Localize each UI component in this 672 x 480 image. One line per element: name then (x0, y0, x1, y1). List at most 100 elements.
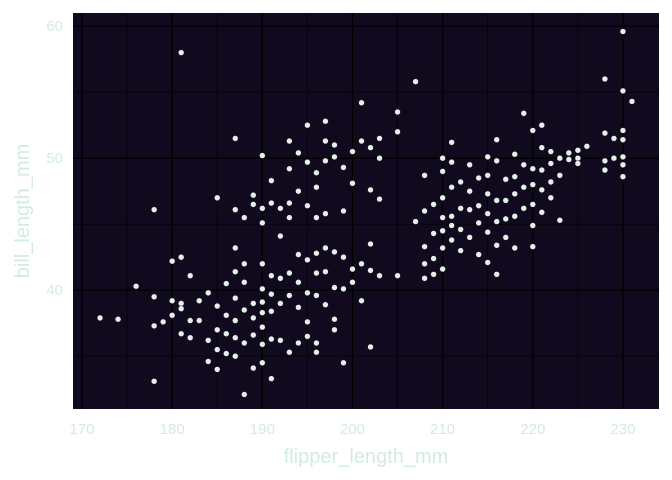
data-point (367, 343, 374, 351)
data-point (475, 174, 482, 182)
data-point (277, 275, 284, 282)
data-point (322, 268, 329, 275)
data-point (574, 160, 581, 167)
data-point (619, 127, 627, 134)
data-point (322, 157, 329, 164)
data-point (376, 196, 383, 203)
data-point (259, 285, 266, 292)
data-point (547, 194, 554, 201)
data-point (160, 318, 167, 325)
data-point (313, 184, 320, 191)
data-point (286, 137, 293, 145)
data-point (250, 314, 257, 322)
data-point (178, 254, 185, 261)
data-point (250, 364, 257, 372)
data-point (457, 247, 464, 254)
data-point (529, 243, 536, 250)
data-point (250, 300, 257, 307)
data-point (538, 122, 545, 129)
data-point (295, 279, 302, 286)
data-point (466, 161, 473, 168)
data-point (304, 256, 311, 263)
data-point (340, 207, 347, 215)
data-point (547, 160, 554, 167)
data-point (484, 259, 491, 266)
data-point (502, 215, 509, 223)
data-point (556, 155, 563, 162)
data-point (448, 139, 455, 146)
data-point (610, 135, 618, 142)
data-point (114, 316, 122, 323)
data-point (178, 305, 185, 312)
data-point (511, 173, 518, 180)
data-point (376, 272, 383, 279)
data-point (448, 222, 455, 229)
data-point (232, 268, 239, 275)
data-point (187, 317, 194, 324)
data-point (448, 184, 455, 191)
data-point (241, 260, 248, 267)
data-point (214, 194, 221, 201)
data-point (259, 309, 266, 316)
data-point (277, 232, 284, 240)
data-point (286, 349, 293, 356)
data-point (196, 317, 203, 324)
data-point (322, 210, 329, 217)
data-point (367, 186, 374, 193)
data-point (394, 108, 401, 116)
data-points (96, 28, 636, 398)
data-point (259, 205, 266, 212)
data-point (331, 326, 338, 333)
data-point (547, 148, 554, 155)
data-point (538, 186, 545, 193)
data-point (286, 292, 293, 299)
data-point (295, 304, 302, 311)
data-point (268, 272, 275, 279)
data-point (322, 137, 329, 145)
data-point (475, 251, 482, 258)
data-point (295, 339, 302, 347)
data-point (313, 169, 320, 176)
data-point (178, 300, 185, 307)
data-point (448, 213, 455, 220)
y-tick-label: 60 (46, 18, 63, 35)
data-point (331, 153, 338, 160)
data-point (601, 130, 609, 137)
data-point (268, 375, 275, 382)
y-axis-title: bill_length_mm (12, 144, 34, 279)
data-point (457, 178, 464, 186)
x-tick-label: 220 (520, 421, 545, 438)
data-point (358, 260, 365, 267)
data-point (394, 272, 401, 279)
data-point (574, 155, 581, 162)
data-point (187, 272, 194, 279)
plot-panel (73, 13, 659, 409)
data-point (322, 301, 329, 308)
data-point (520, 205, 527, 212)
x-tick-label: 190 (250, 421, 275, 438)
data-point (367, 144, 374, 151)
data-point (421, 275, 428, 282)
y-tick-label: 50 (46, 150, 63, 167)
data-point (331, 141, 338, 149)
data-point (358, 137, 365, 145)
data-point (610, 155, 618, 162)
data-point (232, 353, 239, 360)
data-point (511, 190, 518, 197)
data-point (484, 153, 491, 160)
data-point (349, 148, 356, 155)
data-point (484, 210, 491, 217)
x-tick-label: 170 (69, 421, 94, 438)
data-point (502, 197, 509, 204)
data-point (430, 271, 437, 278)
data-point (340, 285, 347, 292)
data-point (529, 201, 536, 208)
data-point (259, 260, 266, 267)
data-point (277, 300, 284, 307)
data-point (430, 230, 437, 237)
data-point (601, 166, 609, 174)
data-point (439, 194, 446, 201)
data-point (466, 188, 473, 195)
data-point (223, 312, 230, 319)
